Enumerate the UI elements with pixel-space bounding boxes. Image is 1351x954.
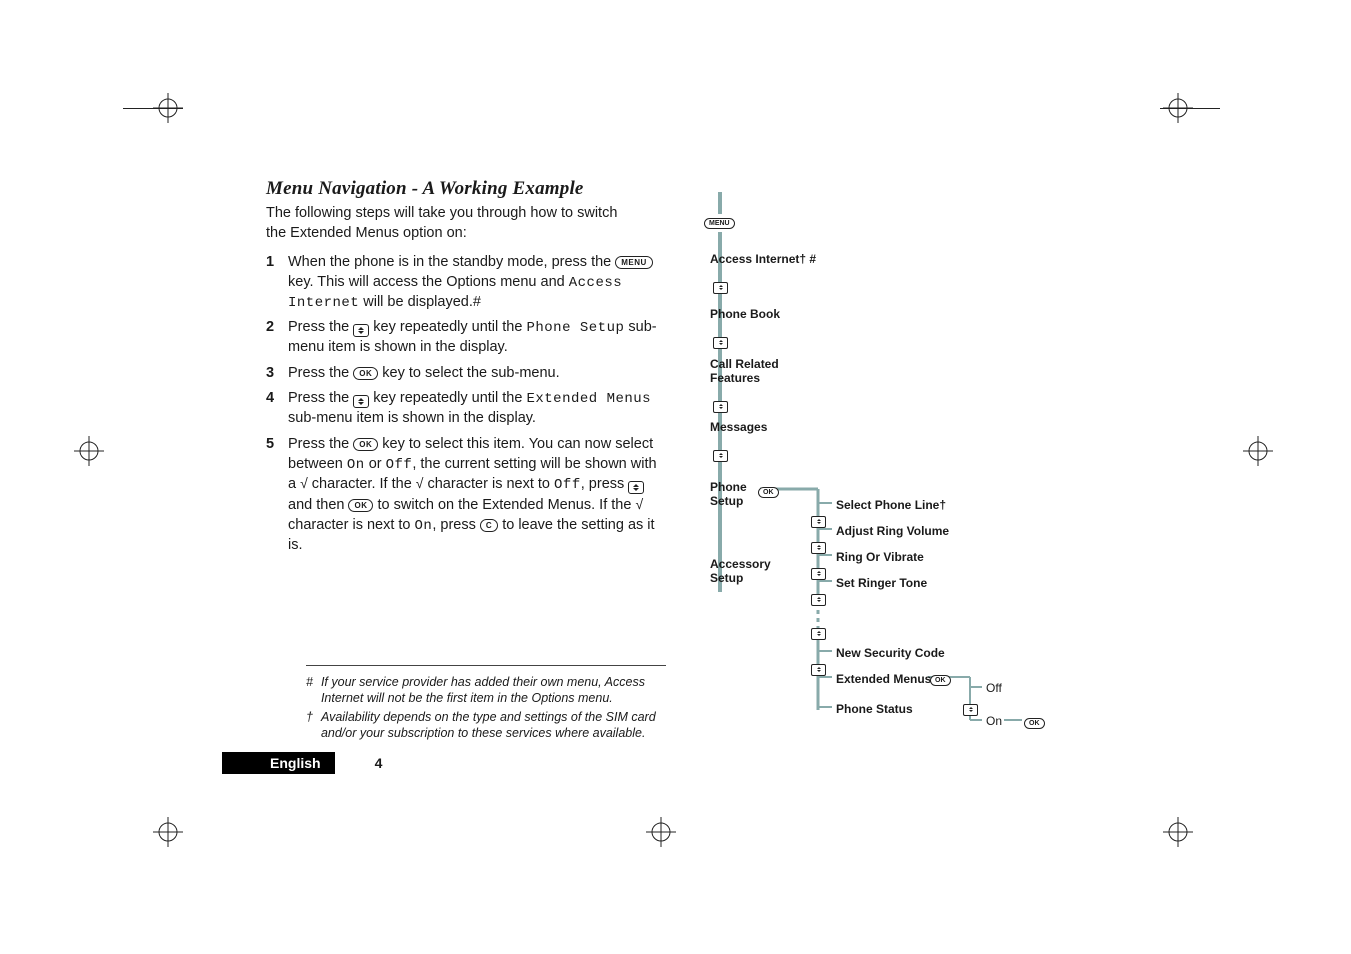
diagram-ok-key: OK <box>930 671 951 686</box>
page-footer: English 4 <box>222 752 382 774</box>
scroll-icon <box>811 622 826 640</box>
step-number: 1 <box>266 253 278 312</box>
diagram-on: On <box>986 714 1002 728</box>
footnote-text: If your service provider has added their… <box>321 674 666 707</box>
scroll-icon <box>713 331 728 349</box>
diagram-sub-item: Set Ringer Tone <box>836 576 927 590</box>
lcd-text: Access Internet <box>288 275 622 311</box>
ok-key: OK <box>353 438 378 451</box>
checkmark-icon: √ <box>635 496 643 512</box>
diagram-ok-key: OK <box>758 483 779 498</box>
step-body: Press the key repeatedly until the Exten… <box>288 389 666 428</box>
crop-mark-r <box>1243 436 1273 466</box>
step-item: 4 Press the key repeatedly until the Exte… <box>266 389 666 428</box>
intro-text: The following steps will take you throug… <box>266 204 636 243</box>
crop-mark-bl <box>153 817 183 847</box>
lcd-text: On <box>415 518 433 534</box>
step-item: 5Press the OK key to select this item. Y… <box>266 435 666 555</box>
diagram-sub-item: New Security Code <box>836 646 945 660</box>
diagram-top-item: Access Internet† # <box>710 252 816 266</box>
page-number: 4 <box>375 755 383 771</box>
rule-tl <box>123 108 183 109</box>
menu-key: MENU <box>615 256 653 269</box>
scroll-icon <box>811 588 826 606</box>
step-body: Press the OK key to select the sub-menu. <box>288 364 560 384</box>
step-body: When the phone is in the standby mode, p… <box>288 253 666 312</box>
diagram-top-item: Phone Setup <box>710 480 747 508</box>
diagram-sub-item: Adjust Ring Volume <box>836 524 949 538</box>
scroll-icon <box>713 444 728 462</box>
steps-list: 1When the phone is in the standby mode, … <box>266 253 666 555</box>
scroll-icon <box>811 658 826 676</box>
step-item: 2 Press the key repeatedly until the Phon… <box>266 318 666 357</box>
crop-mark-l <box>74 436 104 466</box>
scroll-key <box>353 324 369 337</box>
step-number: 3 <box>266 364 278 384</box>
rule-tr <box>1160 108 1220 109</box>
footnote: †Availability depends on the type and se… <box>306 709 666 742</box>
diagram-sub-item: Ring Or Vibrate <box>836 550 924 564</box>
lcd-text: Phone Setup <box>526 320 624 336</box>
scroll-icon <box>713 395 728 413</box>
step-body: Press the key repeatedly until the Phone… <box>288 318 666 357</box>
diagram-ok-key: OK <box>1024 714 1045 729</box>
step-number: 2 <box>266 318 278 357</box>
footnote: #If your service provider has added thei… <box>306 674 666 707</box>
lcd-text: Extended Menus <box>526 391 651 407</box>
diagram-lines <box>694 192 1094 752</box>
step-number: 4 <box>266 389 278 428</box>
checkmark-icon: √ <box>300 475 308 491</box>
scroll-icon <box>811 562 826 580</box>
step-number: 5 <box>266 435 278 555</box>
diagram-top-item: Accessory Setup <box>710 557 771 585</box>
diagram-menu-key: MENU <box>704 214 735 229</box>
diagram-sub-item: Phone Status <box>836 702 913 716</box>
footnotes: #If your service provider has added thei… <box>306 665 666 743</box>
c-key: C <box>480 519 498 532</box>
scroll-key <box>628 481 644 494</box>
language-badge: English <box>222 752 335 774</box>
step-item: 3 Press the OK key to select the sub-menu… <box>266 364 666 384</box>
diagram-top-item: Phone Book <box>710 307 780 321</box>
lcd-text: Off <box>386 457 413 473</box>
footnote-mark: # <box>306 674 313 707</box>
scroll-icon <box>811 536 826 554</box>
checkmark-icon: √ <box>416 475 424 491</box>
ok-key: OK <box>353 367 378 380</box>
menu-diagram: MENU Access Internet† # Phone Book Call Re… <box>694 192 1094 752</box>
diagram-top-item: Messages <box>710 420 767 434</box>
scroll-key <box>353 395 369 408</box>
lcd-text: On <box>347 457 365 473</box>
diagram-sub-item: Select Phone Line† <box>836 498 946 512</box>
step-body: Press the OK key to select this item. Yo… <box>288 435 666 555</box>
scroll-icon <box>963 698 978 716</box>
diagram-sub-item: Extended Menus <box>836 672 931 686</box>
scroll-icon <box>811 510 826 528</box>
step-item: 1When the phone is in the standby mode, … <box>266 253 666 312</box>
ok-key: OK <box>348 499 373 512</box>
scroll-icon <box>713 276 728 294</box>
footnote-text: Availability depends on the type and set… <box>321 709 666 742</box>
lcd-text: Off <box>554 477 581 493</box>
footnote-mark: † <box>306 709 313 742</box>
diagram-top-item: Call Related Features <box>710 357 779 385</box>
diagram-off: Off <box>986 681 1002 695</box>
crop-mark-br <box>1163 817 1193 847</box>
crop-mark-bc <box>646 817 676 847</box>
